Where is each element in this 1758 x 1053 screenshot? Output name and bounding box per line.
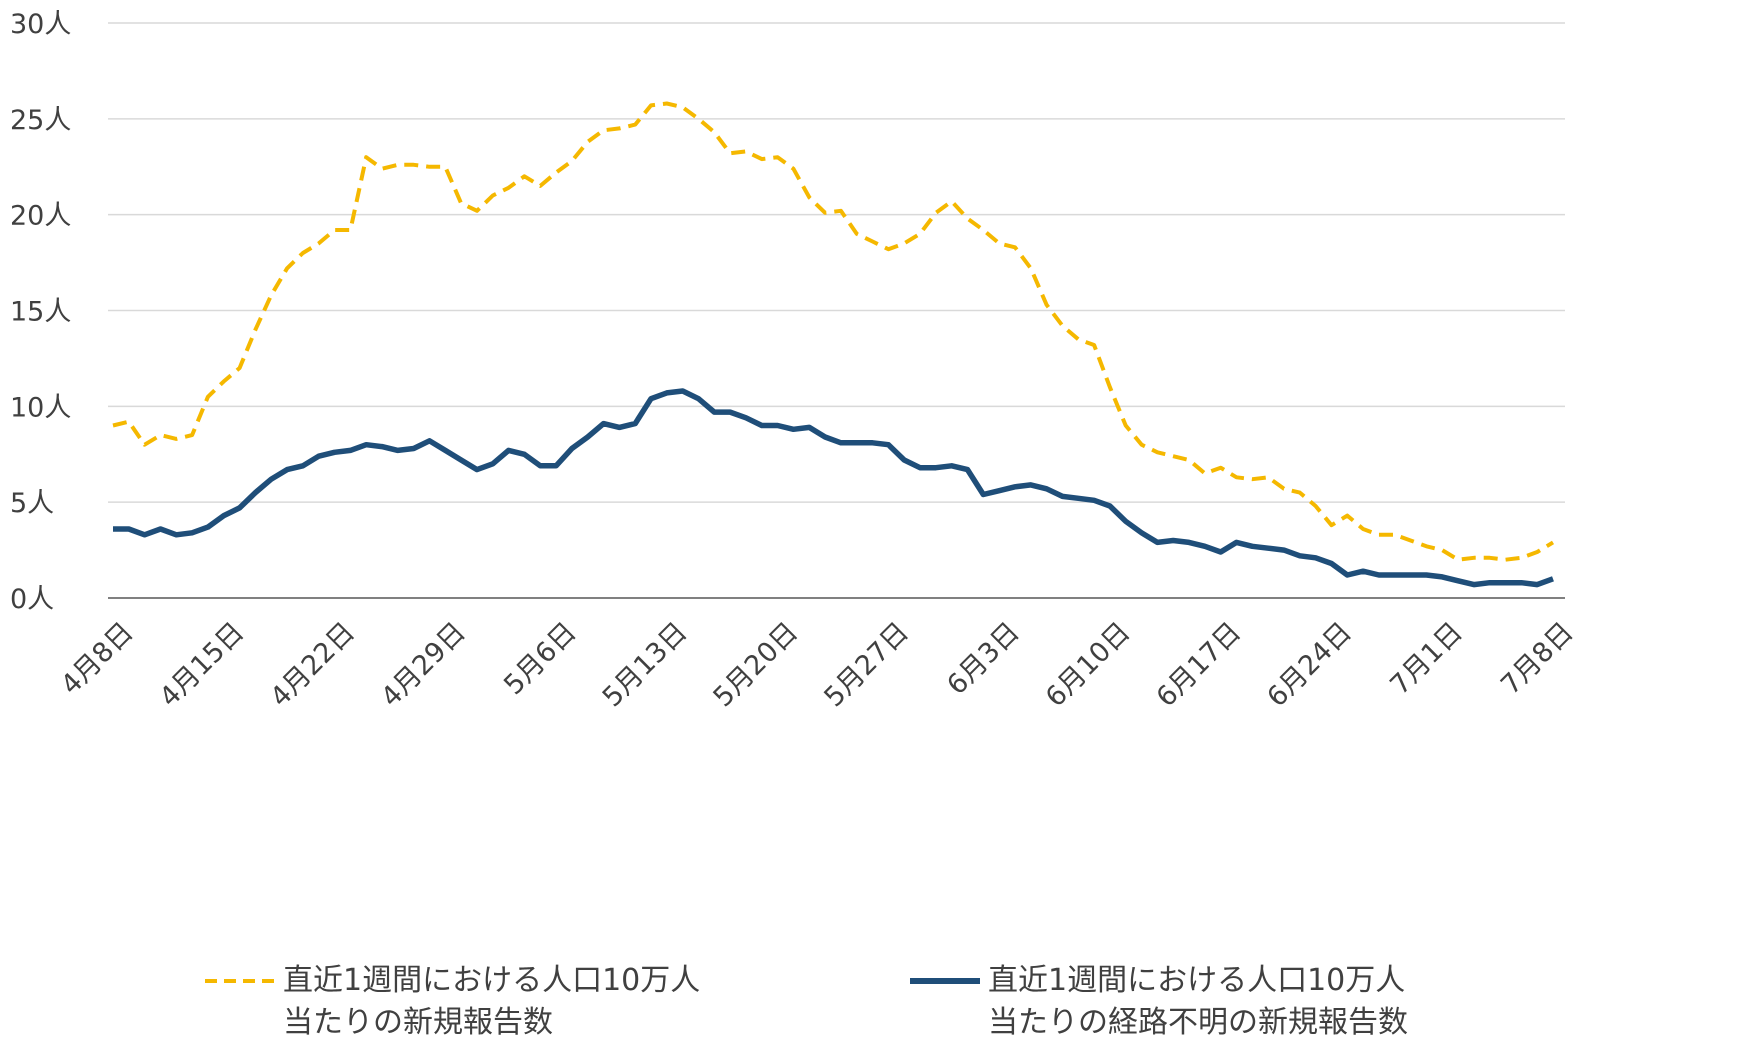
x-tick-label: 5月20日 xyxy=(708,617,805,714)
y-tick-label: 15人 xyxy=(10,297,71,328)
x-tick-label: 5月6日 xyxy=(498,617,582,701)
x-tick-label: 6月17日 xyxy=(1151,617,1248,714)
x-tick-label: 6月3日 xyxy=(941,617,1025,701)
legend-label: 直近1週間における人口10万人 当たりの経路不明の新規報告数 xyxy=(988,963,1408,1040)
legend-item: 直近1週間における人口10万人 当たりの新規報告数 xyxy=(205,960,700,1044)
x-tick-label: 4月15日 xyxy=(154,617,251,714)
series-line xyxy=(112,101,1555,562)
legend-item: 直近1週間における人口10万人 当たりの経路不明の新規報告数 xyxy=(910,960,1408,1044)
legend-label: 直近1週間における人口10万人 当たりの新規報告数 xyxy=(283,963,701,1040)
x-tick-label: 4月8日 xyxy=(55,617,139,701)
y-tick-label: 25人 xyxy=(10,105,71,136)
x-tick-label: 4月29日 xyxy=(375,617,472,714)
x-tick-label: 6月10日 xyxy=(1040,617,1137,714)
x-tick-label: 4月22日 xyxy=(265,617,362,714)
y-tick-label: 0人 xyxy=(10,584,54,615)
y-tick-label: 10人 xyxy=(10,392,71,423)
x-tick-label: 6月24日 xyxy=(1261,617,1358,714)
legend-swatch xyxy=(205,979,275,983)
y-tick-label: 5人 xyxy=(10,488,54,519)
x-tick-label: 7月8日 xyxy=(1495,617,1579,701)
legend-swatch xyxy=(910,978,980,984)
series-line xyxy=(113,388,1554,588)
y-tick-label: 30人 xyxy=(10,9,71,40)
x-tick-label: 5月27日 xyxy=(818,617,915,714)
y-tick-label: 20人 xyxy=(10,201,71,232)
x-tick-label: 7月1日 xyxy=(1384,617,1468,701)
x-tick-label: 5月13日 xyxy=(597,617,694,714)
